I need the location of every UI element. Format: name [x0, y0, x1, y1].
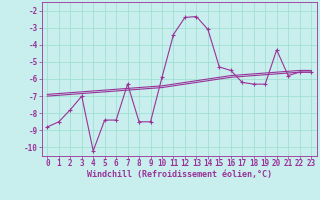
X-axis label: Windchill (Refroidissement éolien,°C): Windchill (Refroidissement éolien,°C): [87, 170, 272, 179]
